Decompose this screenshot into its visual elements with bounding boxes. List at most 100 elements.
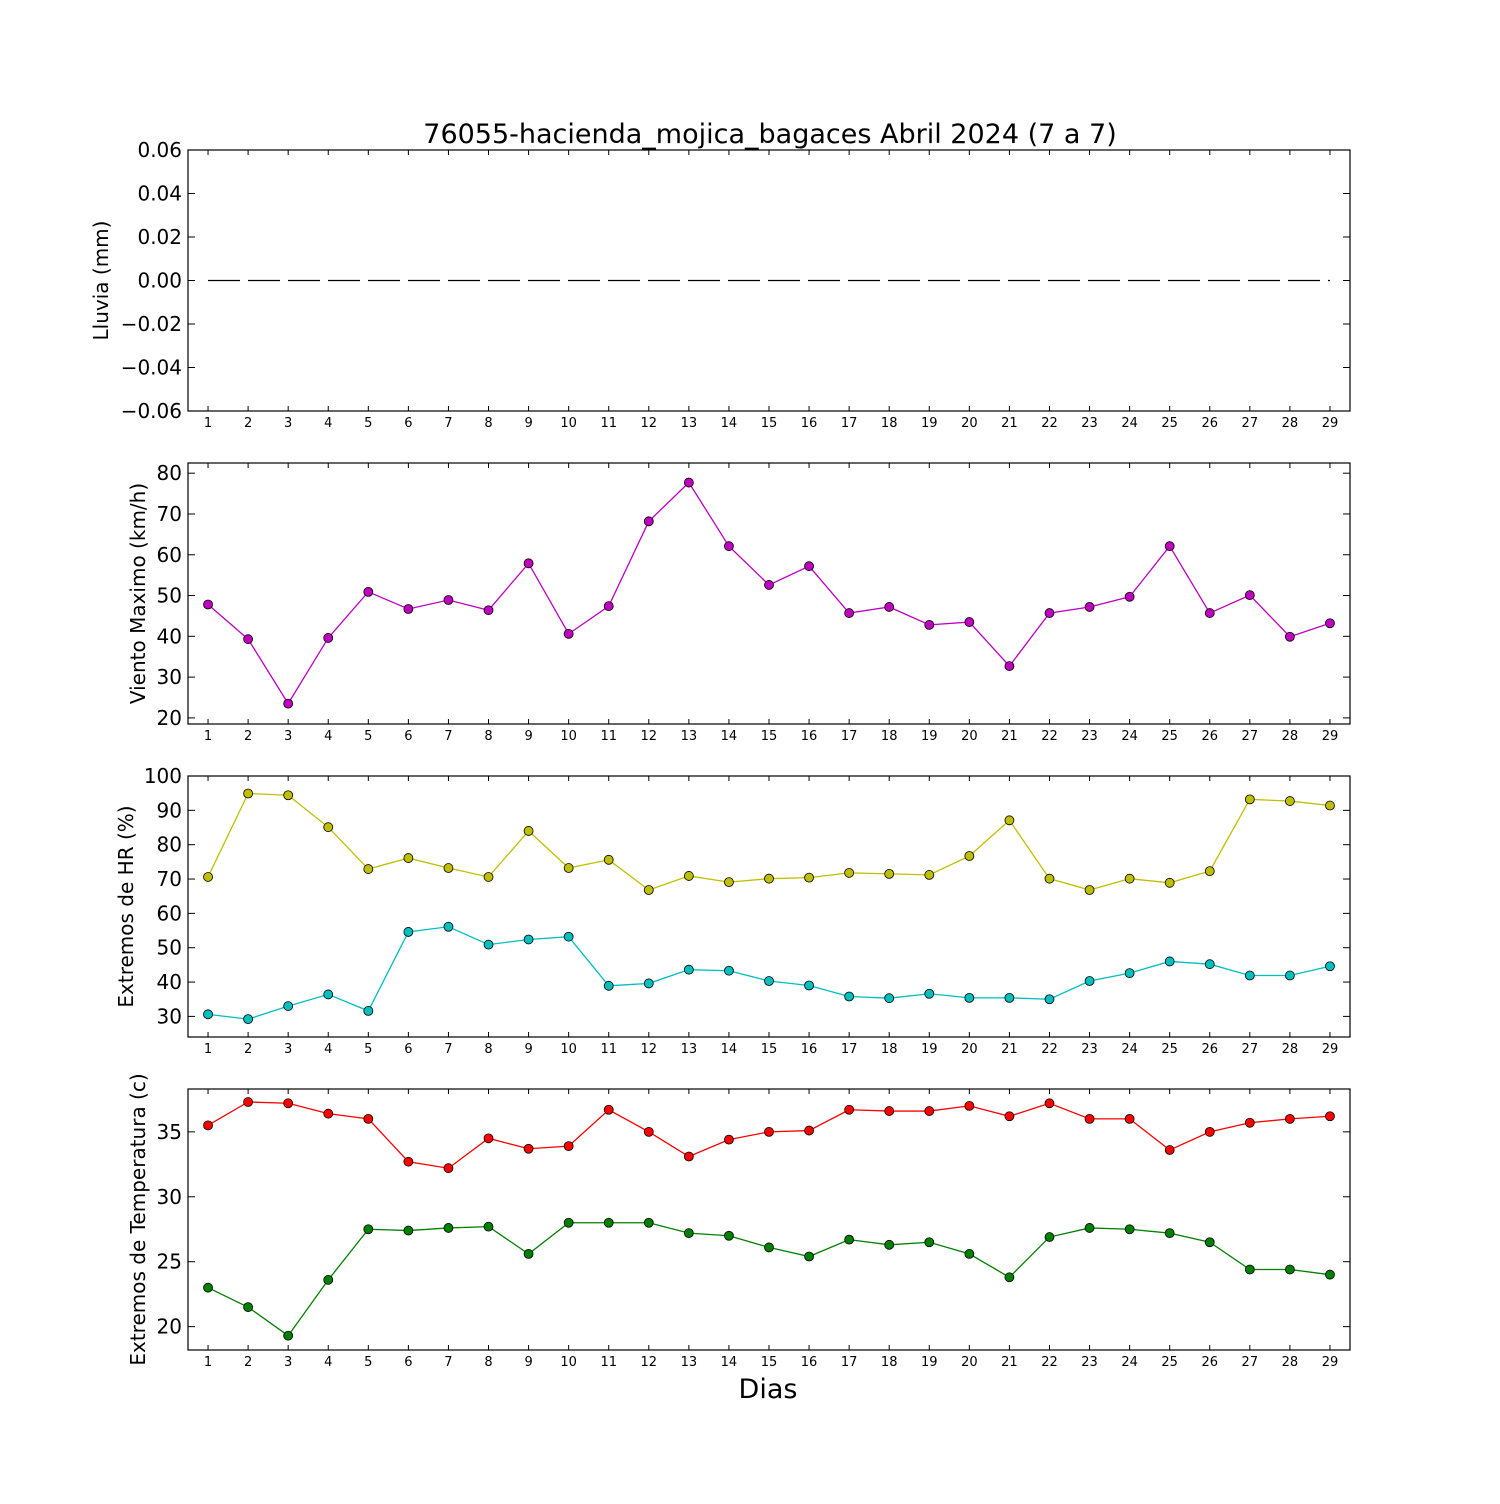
- x-tick-label: 19: [921, 729, 938, 744]
- data-point-3-2-8: [483, 939, 494, 950]
- data-point-4-1-9: [523, 1143, 534, 1154]
- x-tick-label: 11: [600, 1042, 617, 1057]
- data-point-3-1-2: [243, 788, 254, 799]
- x-tick-label: 2: [244, 1042, 252, 1057]
- data-point-2-1-25: [1164, 541, 1175, 552]
- data-point-2-1-13: [683, 477, 694, 488]
- data-point-2-1-19: [924, 620, 935, 630]
- data-point-2-1-23: [1084, 602, 1095, 612]
- data-point-4-1-7: [443, 1163, 454, 1174]
- data-point-4-2-15: [764, 1242, 774, 1253]
- data-point-4-2-27: [1244, 1264, 1255, 1275]
- x-tick-label: 15: [761, 1355, 778, 1370]
- data-point-2-1-15: [764, 580, 774, 590]
- data-point-4-2-14: [724, 1230, 734, 1241]
- data-point-4-2-13: [683, 1228, 694, 1239]
- x-tick-label: 8: [484, 416, 492, 431]
- x-tick-label: 16: [801, 1355, 818, 1370]
- data-point-4-2-25: [1164, 1228, 1175, 1239]
- data-point-2-1-12: [643, 516, 654, 527]
- data-point-4-1-4: [323, 1108, 334, 1119]
- x-tick-label: 8: [484, 1355, 492, 1370]
- x-tick-label: 29: [1322, 416, 1339, 431]
- data-point-4-2-10: [563, 1217, 574, 1228]
- x-tick-label: 8: [484, 729, 492, 744]
- y-axis-label: Viento Maximo (km/h): [126, 483, 150, 704]
- x-tick-label: 12: [641, 1042, 658, 1057]
- data-point-4-1-8: [483, 1133, 494, 1144]
- x-tick-label: 13: [681, 1042, 698, 1057]
- x-tick-label: 26: [1201, 1355, 1218, 1370]
- x-tick-label: 3: [284, 416, 292, 431]
- x-tick-label: 22: [1041, 1355, 1058, 1370]
- data-point-2-1-17: [844, 608, 855, 618]
- data-point-4-2-7: [443, 1223, 454, 1233]
- data-point-2-1-24: [1124, 591, 1135, 602]
- data-point-4-2-23: [1084, 1223, 1095, 1233]
- data-point-3-2-29: [1325, 961, 1335, 972]
- x-tick-label: 24: [1121, 729, 1138, 744]
- x-tick-label: 21: [1001, 416, 1018, 431]
- data-point-3-2-18: [884, 993, 895, 1004]
- series-line-4-2: [207, 1222, 1331, 1337]
- data-point-3-2-9: [523, 934, 534, 945]
- x-tick-label: 29: [1322, 1042, 1339, 1057]
- x-tick-label: 16: [801, 416, 818, 431]
- data-point-3-2-15: [764, 976, 774, 986]
- x-tick-label: 1: [204, 1042, 212, 1057]
- data-point-4-1-6: [403, 1156, 414, 1167]
- x-tick-label: 17: [841, 416, 858, 431]
- data-point-4-1-13: [683, 1151, 694, 1162]
- data-point-3-2-13: [683, 964, 694, 975]
- y-tick-label: 30: [157, 1004, 182, 1028]
- data-point-4-1-1: [203, 1120, 213, 1131]
- x-tick-label: 26: [1201, 729, 1218, 744]
- x-tick-label: 13: [681, 729, 698, 744]
- data-point-2-1-7: [443, 595, 454, 605]
- x-tick-label: 12: [641, 416, 658, 431]
- data-point-3-2-25: [1164, 956, 1175, 967]
- data-point-3-1-22: [1044, 873, 1055, 884]
- x-tick-label: 14: [721, 729, 738, 744]
- data-point-4-1-15: [764, 1126, 774, 1137]
- y-tick-label: −0.04: [121, 356, 182, 380]
- y-tick-label: 0.02: [137, 225, 182, 249]
- data-point-3-2-24: [1124, 968, 1135, 979]
- y-tick-label: 0.00: [137, 269, 182, 293]
- y-tick-label: 35: [157, 1120, 182, 1144]
- data-point-4-2-21: [1004, 1272, 1015, 1283]
- data-point-3-1-23: [1084, 885, 1095, 895]
- data-point-2-1-8: [483, 605, 494, 616]
- x-tick-label: 21: [1001, 1355, 1018, 1370]
- data-point-4-1-21: [1004, 1111, 1015, 1122]
- x-tick-label: 18: [881, 416, 898, 431]
- data-point-3-1-18: [884, 868, 895, 879]
- data-point-3-1-4: [323, 822, 334, 833]
- data-point-3-2-6: [403, 927, 414, 937]
- x-tick-label: 3: [284, 729, 292, 744]
- x-tick-label: 19: [921, 416, 938, 431]
- x-tick-label: 25: [1161, 416, 1178, 431]
- data-point-4-2-11: [603, 1217, 614, 1228]
- data-point-4-1-5: [363, 1113, 374, 1124]
- x-tick-label: 13: [681, 416, 698, 431]
- x-tick-label: 9: [524, 1355, 532, 1370]
- x-tick-label: 21: [1001, 1042, 1018, 1057]
- x-tick-label: 28: [1282, 729, 1299, 744]
- data-point-4-2-3: [283, 1330, 294, 1341]
- y-axis-label: Extremos de Temperatura (c): [126, 1073, 150, 1365]
- x-tick-label: 27: [1242, 416, 1259, 431]
- x-tick-label: 2: [244, 1355, 252, 1370]
- y-tick-label: 50: [157, 936, 182, 960]
- x-tick-label: 12: [641, 729, 658, 744]
- data-point-4-2-19: [924, 1237, 935, 1248]
- data-point-3-2-21: [1004, 992, 1015, 1003]
- data-point-4-2-16: [804, 1251, 814, 1262]
- data-point-2-1-20: [964, 617, 975, 627]
- data-point-3-2-4: [323, 989, 334, 1000]
- y-tick-label: 70: [157, 867, 182, 891]
- data-point-3-1-19: [924, 870, 935, 880]
- x-tick-label: 14: [721, 1355, 738, 1370]
- y-tick-label: 40: [157, 624, 182, 648]
- data-point-3-1-27: [1244, 794, 1255, 805]
